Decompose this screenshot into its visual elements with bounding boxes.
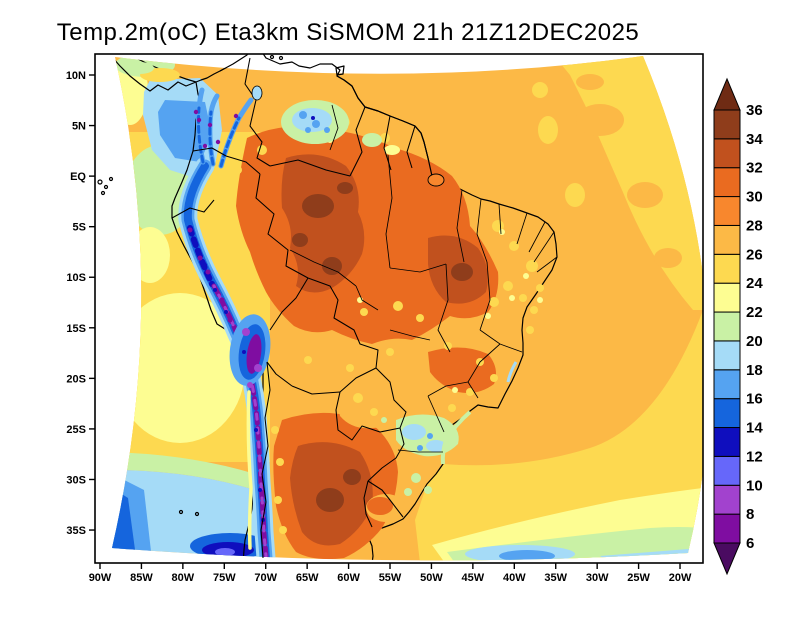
lon-tick-label: 85W [130,572,153,584]
lon-tick-label: 35W [544,572,567,584]
lon-tick-label: 80W [172,572,195,584]
andes-navy-dots [203,263,265,522]
lat-tick-label: EQ [70,171,86,183]
political-borders [97,54,558,559]
atacama-coast-strip [246,390,253,550]
colorbar-segment [713,513,741,544]
lon-tick-label: 20W [669,572,692,584]
colorbar-segment [713,398,741,429]
colorbar-label: 14 [746,420,763,437]
colorbar-segment [713,484,741,515]
lat-tick-label: 15S [66,323,86,335]
andes-cordillera [178,87,276,561]
latitude-axis: 10N 5N EQ 5S 10S 15S 20S 25S 30S 35S [66,70,95,537]
lon-tick-label: 75W [213,572,236,584]
colorbar-label: 18 [746,362,763,379]
lat-tick-label: 25S [66,424,86,436]
lon-tick-label: 50W [420,572,443,584]
colorbar-segment [713,311,741,342]
colorbar-label: 22 [746,304,763,321]
colorbar-arrow-above [713,77,741,111]
colorbar-label: 10 [746,477,763,494]
lon-tick-label: 55W [379,572,402,584]
paraguay-region [336,379,398,429]
model-domain-fill [112,56,703,561]
colorbar-label: 30 [746,189,763,206]
trinidad-island [335,65,345,76]
colorbar-label: 6 [746,535,754,552]
lat-tick-label: 5S [73,222,86,234]
colorbar-segment [713,196,741,226]
lon-tick-label: 30W [586,572,609,584]
colorbar-segment [713,427,741,457]
colorbar-segment [713,138,741,169]
lat-tick-label: 20S [66,373,86,385]
colorbar-label: 20 [746,333,763,350]
ne-atlantic [532,56,703,310]
colorbar: 6 8 10 12 14 16 18 20 22 24 26 28 30 32 34 36 [713,77,763,576]
lat-tick-label: 10S [66,272,86,284]
colorbar-segment [713,282,741,313]
colorbar-label: 16 [746,391,763,408]
andes-purple-peaks [187,109,239,323]
uruguay-region [366,494,406,522]
colorbar-segment [713,109,741,140]
lon-tick-label: 70W [254,572,277,584]
lon-tick-label: 65W [296,572,319,584]
lat-tick-label: 30S [66,474,86,486]
colorbar-label: 12 [746,448,763,465]
colorbar-label: 32 [746,160,763,177]
colorbar-segment [713,455,741,486]
page-title: Temp.2m(oC) Eta3km SiSMOM 21h 21Z12DEC20… [57,19,640,46]
colorbar-segment [713,369,741,400]
colorbar-label: 28 [746,217,763,234]
marajo-island [427,173,445,187]
colorbar-segment [713,253,741,284]
colorbar-label: 36 [746,102,763,119]
plot-frame [94,53,704,564]
lat-tick-label: 5N [72,121,86,133]
colorbar-label: 34 [746,131,763,148]
south-brazil-cool [396,361,518,496]
lat-tick-label: 35S [66,525,86,537]
small-islands [97,54,284,517]
lon-tick-label: 90W [89,572,112,584]
lon-tick-label: 40W [503,572,526,584]
colorbar-segment [713,167,741,198]
lon-tick-label: 45W [462,572,485,584]
colorbar-label: 26 [746,246,763,263]
lake-maracaibo [251,85,263,101]
colorbar-segment [713,224,741,255]
colorbar-arrow-below [713,542,741,576]
longitude-axis: 90W 85W 80W 75W 70W 65W 60W 55W 50W 45W 40W 35W 30W 2… [89,563,692,584]
lon-tick-label: 60W [337,572,360,584]
colorbar-label: 8 [746,506,754,523]
venezuela-highlands [281,100,400,155]
lon-tick-label: 25W [627,572,650,584]
colorbar-label: 24 [746,275,763,292]
colorbar-segment [713,340,741,371]
lat-tick-label: 10N [66,70,86,82]
